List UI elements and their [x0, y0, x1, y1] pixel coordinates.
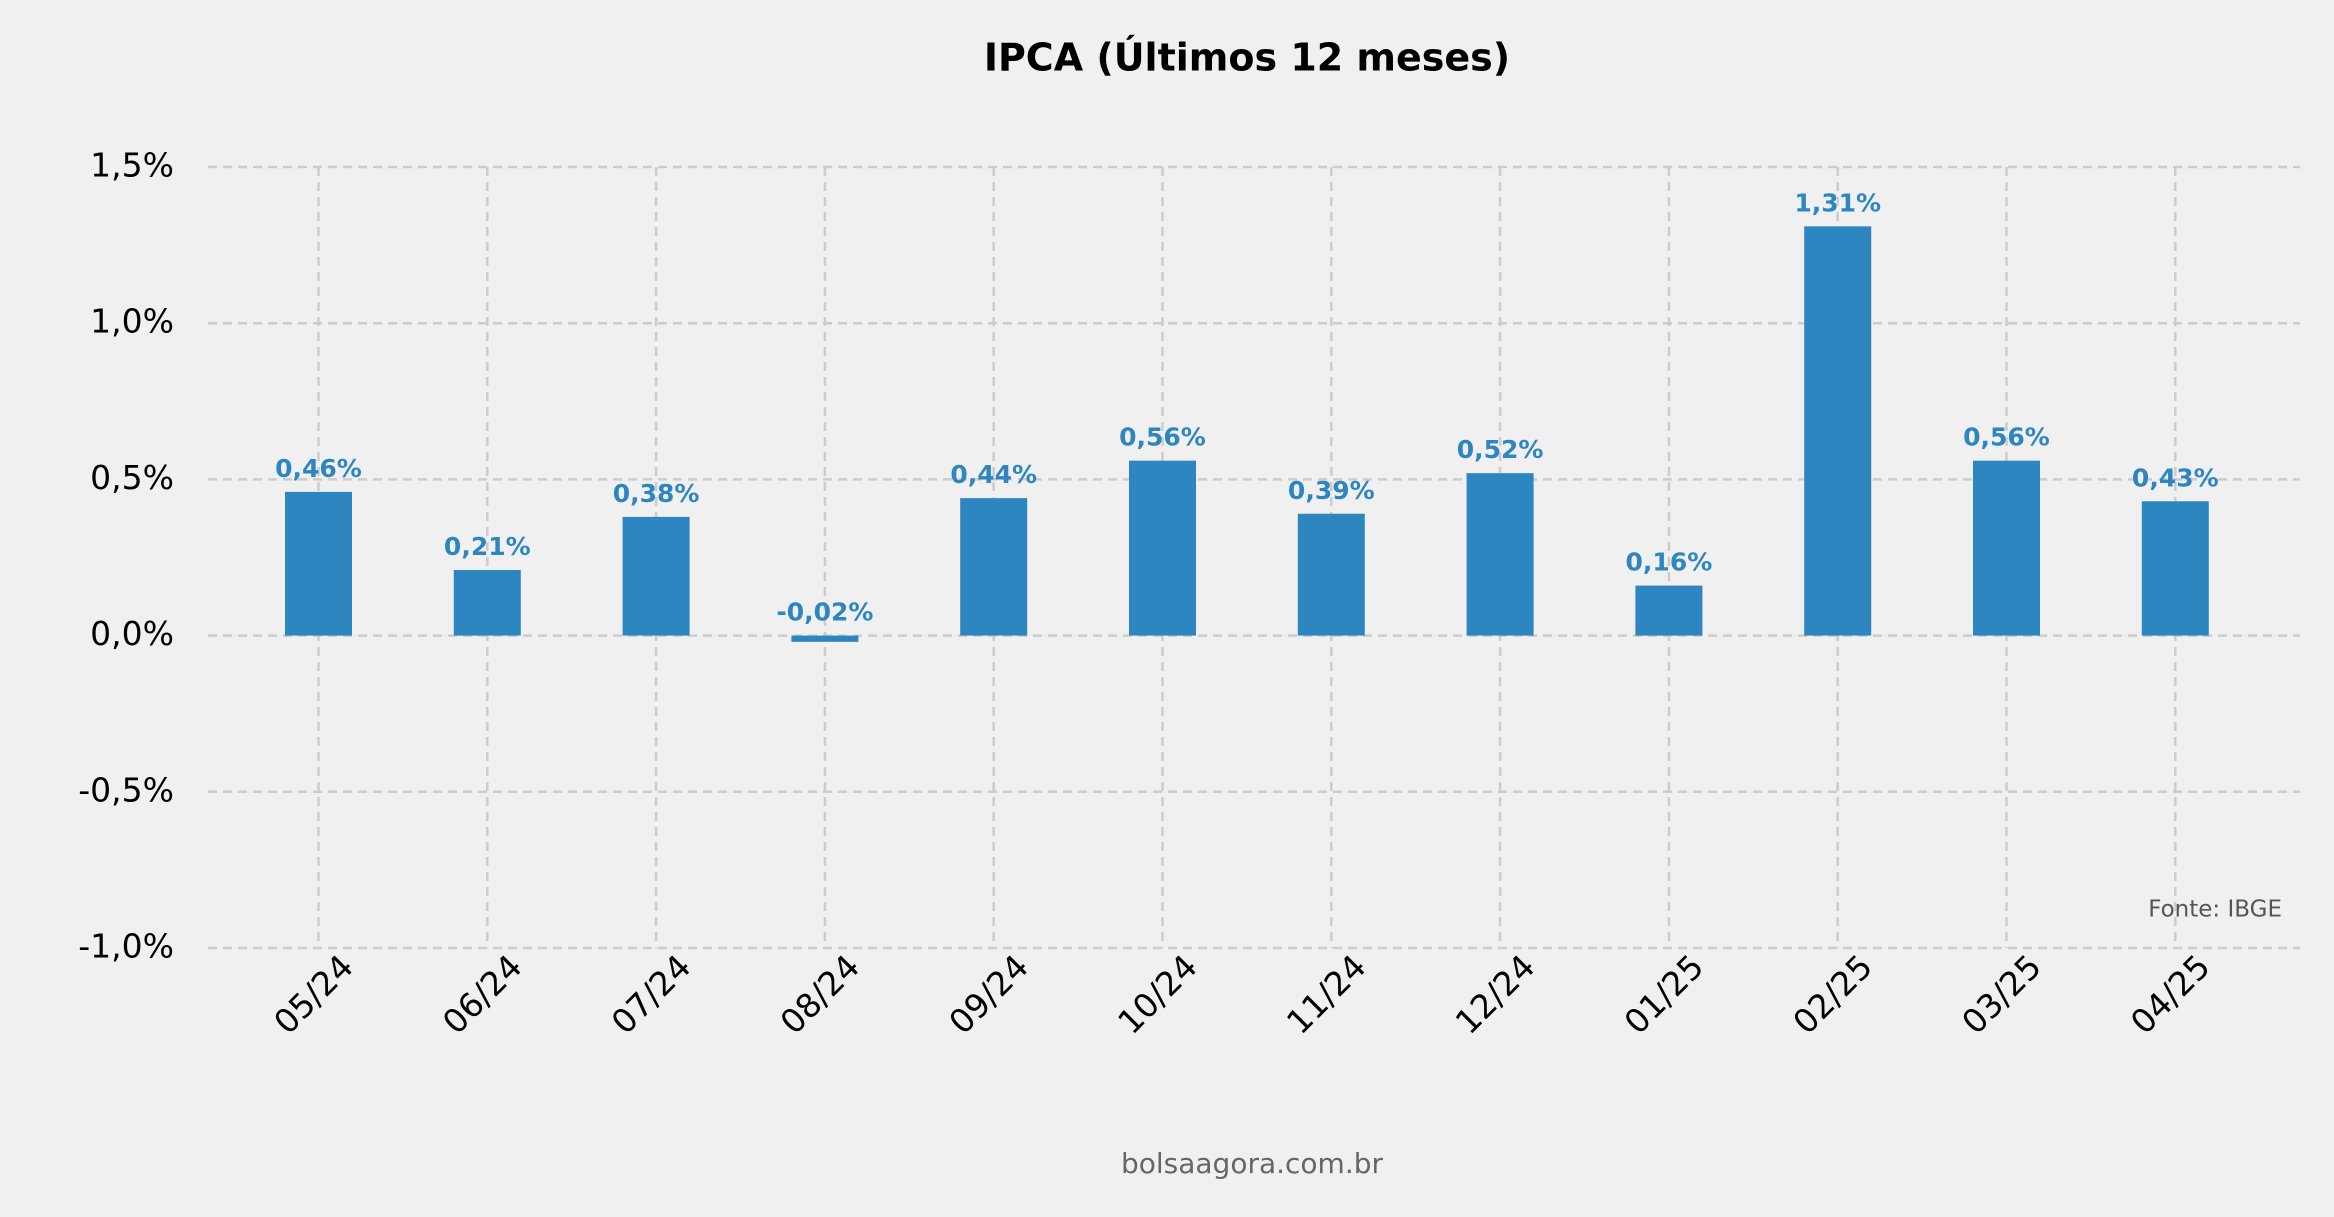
data-label: 0,46%	[275, 454, 362, 483]
x-tick-label: 07/24	[604, 947, 699, 1042]
x-tick-label: 12/24	[1448, 947, 1543, 1042]
bar	[1804, 226, 1872, 636]
data-label: 0,39%	[1288, 476, 1375, 505]
x-tick-label: 10/24	[1110, 947, 1205, 1042]
x-tick-label: 08/24	[772, 947, 867, 1042]
bar	[1635, 585, 1703, 636]
footer: bolsaagora.com.br	[1121, 1147, 1384, 1180]
bar	[791, 635, 859, 642]
x-tick-label: 06/24	[435, 947, 530, 1042]
x-tick-label: 01/25	[1616, 947, 1711, 1042]
y-tick-label: 0,0%	[90, 614, 174, 653]
x-tick-label: 11/24	[1279, 947, 1374, 1042]
bar	[285, 491, 352, 636]
data-label: 0,52%	[1457, 435, 1544, 464]
bar	[960, 498, 1028, 636]
data-label: 0,56%	[1119, 423, 1206, 452]
y-tick-label: -1,0%	[78, 927, 174, 966]
data-label: 0,38%	[613, 479, 700, 508]
x-tick-label: 09/24	[941, 947, 1036, 1042]
bar	[453, 569, 521, 636]
bar	[1466, 473, 1534, 636]
data-label: 1,31%	[1794, 188, 1881, 217]
x-tick-label: 03/25	[1954, 947, 2049, 1042]
source-note: Fonte: IBGE	[2148, 897, 2282, 923]
y-tick-label: 0,5%	[90, 458, 174, 497]
data-label: -0,02%	[776, 598, 873, 627]
data-label: 0,43%	[2132, 463, 2219, 492]
x-tick-label: 05/24	[266, 947, 361, 1042]
x-tick-label: 04/25	[2123, 947, 2218, 1042]
bar	[1297, 513, 1365, 636]
bar	[622, 516, 690, 636]
bar	[1129, 460, 1196, 636]
y-tick-label: 1,5%	[90, 146, 174, 185]
data-label: 0,44%	[950, 460, 1037, 489]
bar	[1973, 460, 2040, 636]
chart-title: IPCA (Últimos 12 meses)	[984, 36, 1510, 80]
x-tick-label: 02/25	[1785, 947, 1880, 1042]
data-label: 0,56%	[1963, 423, 2050, 452]
y-tick-label: 1,0%	[90, 302, 174, 341]
data-label: 0,16%	[1626, 548, 1713, 577]
y-tick-label: -0,5%	[78, 770, 174, 809]
bar	[2141, 501, 2209, 636]
data-label: 0,21%	[444, 532, 531, 561]
